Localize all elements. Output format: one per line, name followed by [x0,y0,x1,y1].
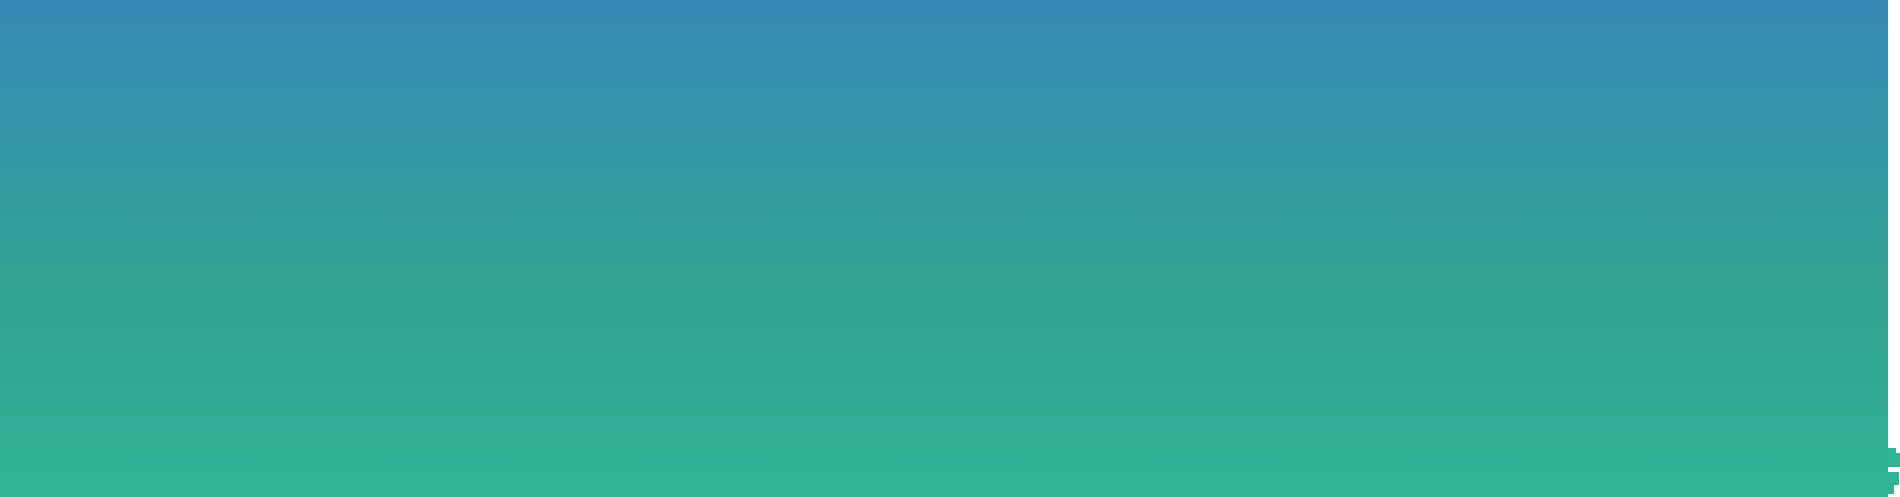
scrollbar-thumb-segment [1888,485,1894,494]
vertical-scrollbar-track[interactable] [1888,0,1900,497]
vertical-scrollbar-thumb[interactable] [1888,443,1900,495]
scrollbar-thumb-segment [1888,453,1900,467]
scrollbar-thumb-segment [1888,472,1899,485]
scrollbar-thumb-segment [1888,448,1896,453]
